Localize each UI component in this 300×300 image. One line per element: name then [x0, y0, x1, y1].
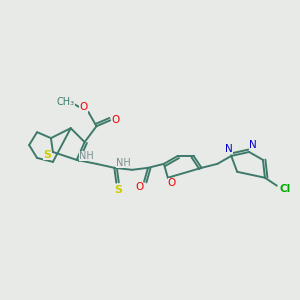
Text: N: N: [225, 144, 233, 154]
Text: N: N: [249, 140, 257, 150]
Text: Cl: Cl: [279, 184, 290, 194]
Text: O: O: [80, 102, 88, 112]
Text: NH: NH: [116, 158, 130, 168]
Text: NH: NH: [79, 151, 94, 161]
Text: O: O: [168, 178, 176, 188]
Text: O: O: [111, 115, 119, 125]
Text: S: S: [114, 184, 122, 195]
Text: CH₃: CH₃: [57, 98, 75, 107]
Text: S: S: [43, 150, 51, 160]
Text: O: O: [135, 182, 143, 192]
